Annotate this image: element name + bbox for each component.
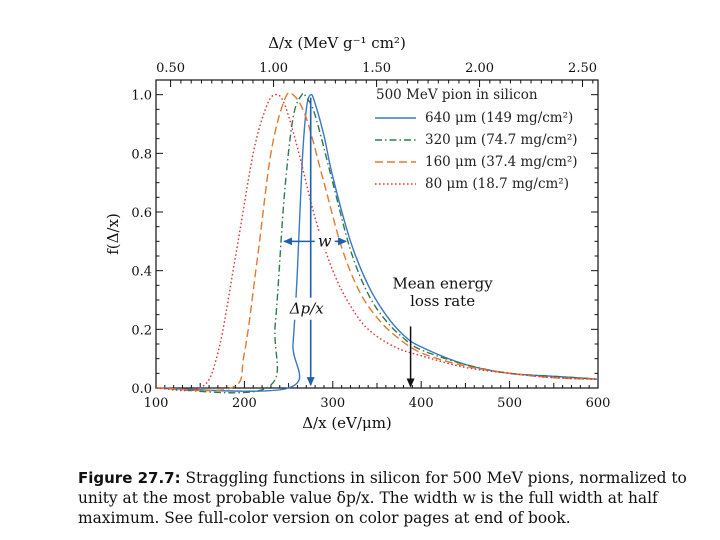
y-tick-label: 0.4 [131,265,152,280]
y-tick-label: 0.8 [131,147,152,162]
legend-entry-2: 160 μm (37.4 mg/cm²) [425,154,578,170]
series-line-2 [155,91,599,392]
x-tick-label: 400 [409,396,434,411]
caption-text: Straggling functions in silicon for 500 … [78,469,687,527]
legend-entry-1: 320 μm (74.7 mg/cm²) [425,132,578,148]
x-tick-label: 300 [320,396,345,411]
top-tick-label: 1.50 [362,61,391,76]
legend-title: 500 MeV pion in silicon [376,87,538,103]
mean-label-line1: Mean energy [392,274,493,292]
most-probable-label: Δp/x [289,300,324,318]
series-line-1 [155,92,599,394]
y-tick-label: 0.6 [131,206,152,221]
legend-entry-3: 80 μm (18.7 mg/cm²) [425,176,569,192]
x-tick-label: 200 [232,396,257,411]
figure-frame: 100 200 300 400 500 600 0.50 1.00 1.50 2.00 2.50 0.… [30,32,690,527]
x-tick-label: 600 [586,396,611,411]
width-label: w [318,231,332,250]
y-tick-label: 0.0 [131,382,152,397]
x-axis-title: Δ/x (eV/μm) [302,414,392,432]
x-tick-label: 100 [144,396,169,411]
top-tick-label: 0.50 [156,61,185,76]
y-tick-label: 0.2 [131,323,152,338]
top-axis-title: Δ/x (MeV g⁻¹ cm²) [268,34,406,52]
mean-label-line2: loss rate [410,292,475,310]
figure-caption: Figure 27.7: Straggling functions in sil… [78,468,710,528]
caption-figure-label: Figure 27.7: [78,469,181,487]
plot-frame [155,79,599,389]
top-tick-label: 2.50 [568,61,597,76]
top-tick-label: 2.00 [465,61,494,76]
y-axis-title: f(Δ/x) [104,213,122,255]
x-tick-label: 500 [497,396,522,411]
width-label-bg [314,231,335,250]
legend-entry-0: 640 μm (149 mg/cm²) [425,110,573,126]
most-probable-label-bg [284,297,331,320]
y-tick-label: 1.0 [131,89,152,104]
top-tick-label: 1.00 [259,61,288,76]
straggling-plot: 100 200 300 400 500 600 0.50 1.00 1.50 2.00 2.50 0.… [104,34,611,432]
